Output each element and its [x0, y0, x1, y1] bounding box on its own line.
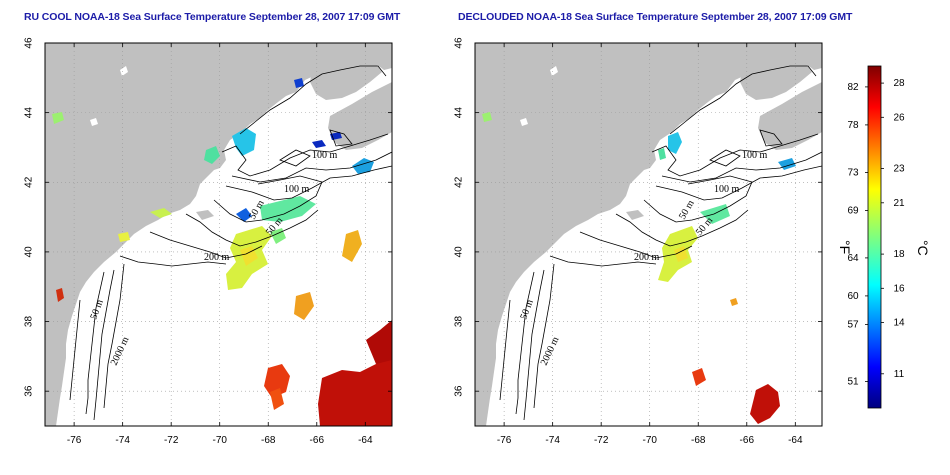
lat-tick-label: 46	[24, 37, 35, 49]
celsius-tick-label: 14	[893, 318, 905, 329]
fahrenheit-tick-label: 82	[847, 82, 859, 93]
fahrenheit-unit-label: °F	[837, 240, 853, 254]
celsius-tick-label: 11	[894, 369, 905, 380]
lat-tick-label: 46	[454, 37, 465, 49]
contour-label-100m: 100 m	[742, 150, 768, 161]
celsius-unit-label: °C	[915, 240, 931, 256]
fahrenheit-tick-label: 60	[847, 291, 859, 302]
lon-tick-label: -66	[740, 435, 755, 446]
celsius-ticks: 28 26 23 21 18 16 14 11	[881, 78, 905, 380]
colorbar-gradient	[867, 65, 882, 409]
lon-tick-label: -70	[642, 435, 657, 446]
lon-tick-label: -74	[115, 435, 130, 446]
celsius-tick-label: 28	[893, 78, 905, 89]
right-map-panel: 100 m 100 m 50 m 50 m 200 m 50 m 2000 m …	[454, 37, 823, 446]
lat-tick-label: 36	[24, 385, 35, 397]
lat-tick-label: 44	[24, 107, 35, 119]
celsius-tick-label: 23	[893, 164, 905, 175]
fahrenheit-ticks: 82 78 73 69 64 60 57 51	[847, 82, 868, 387]
left-map-panel: 100 m 100 m 50 m 50 m 200 m 50 m 2000 m …	[24, 37, 393, 446]
lat-tick-label: 38	[454, 316, 465, 328]
contour-label-200m: 200 m	[634, 252, 660, 263]
left-axis-ticks: -76 -74 -72 -70 -68 -66 -64 46 44 42 40 38 36	[24, 37, 392, 446]
sst-pixels	[482, 112, 796, 424]
lon-tick-label: -74	[545, 435, 560, 446]
sst-pixels	[52, 78, 392, 426]
fahrenheit-tick-label: 73	[847, 167, 859, 178]
lat-tick-label: 40	[24, 246, 35, 258]
temperature-colorbar: 82 78 73 69 64 60 57 51 28 26 23 21 18 16 14 11 °F °C	[837, 65, 931, 409]
left-panel-title: RU COOL NOAA-18 Sea Surface Temperature …	[24, 11, 401, 23]
lat-tick-label: 38	[24, 316, 35, 328]
celsius-tick-label: 26	[893, 112, 905, 123]
lon-tick-label: -70	[212, 435, 227, 446]
fahrenheit-tick-label: 78	[847, 120, 859, 131]
lon-tick-label: -68	[261, 435, 276, 446]
lat-tick-label: 42	[454, 176, 465, 188]
lon-tick-label: -64	[788, 435, 803, 446]
lat-tick-label: 42	[24, 176, 35, 188]
celsius-tick-label: 16	[893, 283, 905, 294]
lon-tick-label: -64	[358, 435, 373, 446]
lat-tick-label: 40	[454, 246, 465, 258]
fahrenheit-tick-label: 69	[847, 205, 859, 216]
celsius-tick-label: 21	[893, 198, 905, 209]
contour-label-100m: 100 m	[312, 150, 338, 161]
lon-tick-label: -66	[310, 435, 325, 446]
lon-tick-label: -72	[164, 435, 179, 446]
fahrenheit-tick-label: 51	[847, 376, 859, 387]
lon-tick-label: -76	[67, 435, 82, 446]
lon-tick-label: -72	[594, 435, 609, 446]
right-axis-ticks: -76 -74 -72 -70 -68 -66 -64 46 44 42 40 38 36	[454, 37, 822, 446]
contour-label-100m: 100 m	[714, 184, 740, 195]
contour-label-100m: 100 m	[284, 184, 310, 195]
lon-tick-label: -68	[691, 435, 706, 446]
lat-tick-label: 44	[454, 107, 465, 119]
contour-label-200m: 200 m	[204, 252, 230, 263]
celsius-tick-label: 18	[893, 249, 905, 260]
lon-tick-label: -76	[497, 435, 512, 446]
right-panel-title: DECLOUDED NOAA-18 Sea Surface Temperatur…	[458, 11, 853, 23]
fahrenheit-tick-label: 57	[847, 319, 859, 330]
lat-tick-label: 36	[454, 385, 465, 397]
fahrenheit-tick-label: 64	[847, 253, 859, 264]
